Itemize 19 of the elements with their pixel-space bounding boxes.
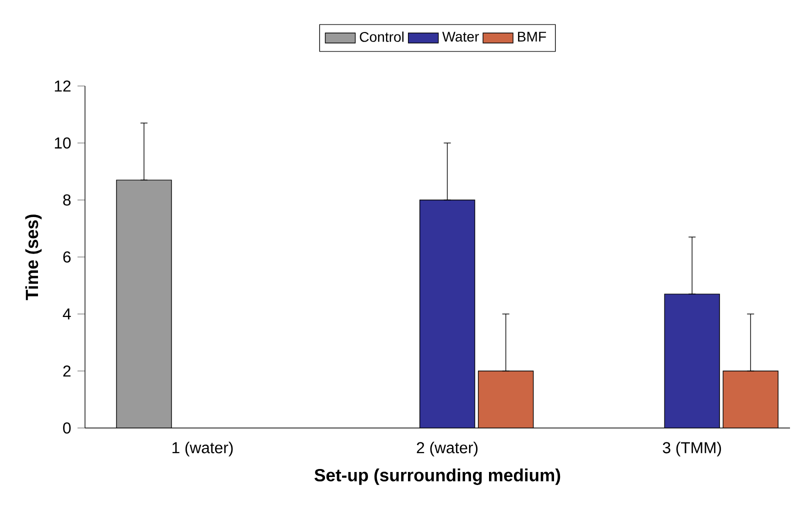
legend-label: BMF — [518, 32, 546, 42]
y-tick-label: 6 — [63, 251, 71, 263]
y-tick-label: 8 — [63, 194, 71, 206]
y-tick-label: 2 — [63, 365, 70, 377]
legend-label: Water — [442, 32, 479, 42]
bar — [722, 370, 778, 428]
y-tick-label: 0 — [63, 422, 71, 434]
x-tick-label: 1 (water) — [172, 442, 233, 456]
legend-label: Control — [360, 32, 404, 42]
y-tick-label: 10 — [54, 137, 71, 149]
bar — [664, 294, 720, 428]
x-tick-label: 2 (water) — [416, 442, 478, 456]
y-axis-title: Time (ses) — [25, 214, 42, 300]
x-axis-title: Set-up (surrounding medium) — [314, 468, 560, 485]
bar — [478, 370, 534, 428]
y-tick-label: 4 — [62, 308, 71, 320]
y-tick-label: 12 — [54, 80, 70, 92]
bar — [420, 200, 475, 428]
x-tick-label: 3 (TMM) — [662, 442, 721, 456]
